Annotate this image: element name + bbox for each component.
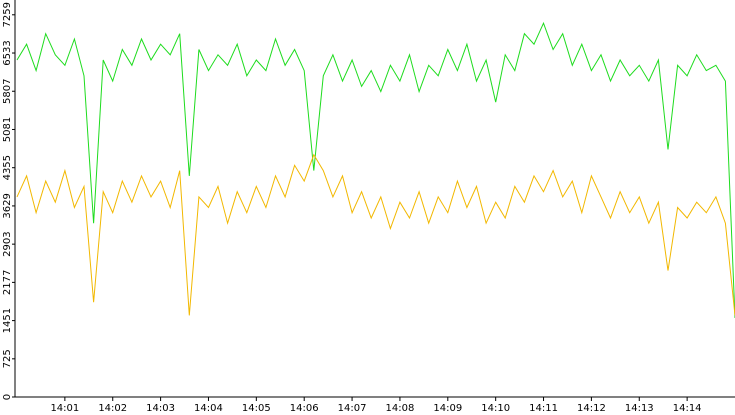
series-line [16,153,735,316]
y-tick-label: 5807 [2,79,13,104]
y-tick-label: 5081 [2,117,13,142]
x-tick-label: 14:12 [577,403,606,414]
x-tick-label: 14:04 [194,403,223,414]
x-tick-label: 14:05 [242,403,271,414]
y-tick-label: 6533 [2,40,13,65]
y-tick-label: 4355 [2,155,13,180]
y-tick-label: 725 [2,349,13,368]
y-tick-label: 1451 [2,308,13,333]
x-tick-label: 14:07 [338,403,367,414]
y-tick-label: 2177 [2,270,13,295]
x-tick-label: 14:09 [433,403,462,414]
x-tick-label: 14:03 [146,403,175,414]
x-tick-label: 14:08 [386,403,415,414]
series-line [16,21,735,319]
x-tick-label: 14:02 [98,403,127,414]
y-tick-label: 3629 [2,193,13,218]
x-tick-label: 14:10 [481,403,510,414]
x-tick-label: 14:06 [290,403,319,414]
x-tick-label: 14:13 [625,403,654,414]
y-tick-label: 7259 [2,2,13,27]
y-tick-label: 2903 [2,231,13,256]
x-tick-label: 14:11 [529,403,558,414]
y-tick-label: 0 [2,394,13,400]
x-tick-label: 14:14 [673,403,702,414]
x-tick-label: 14:01 [50,403,79,414]
